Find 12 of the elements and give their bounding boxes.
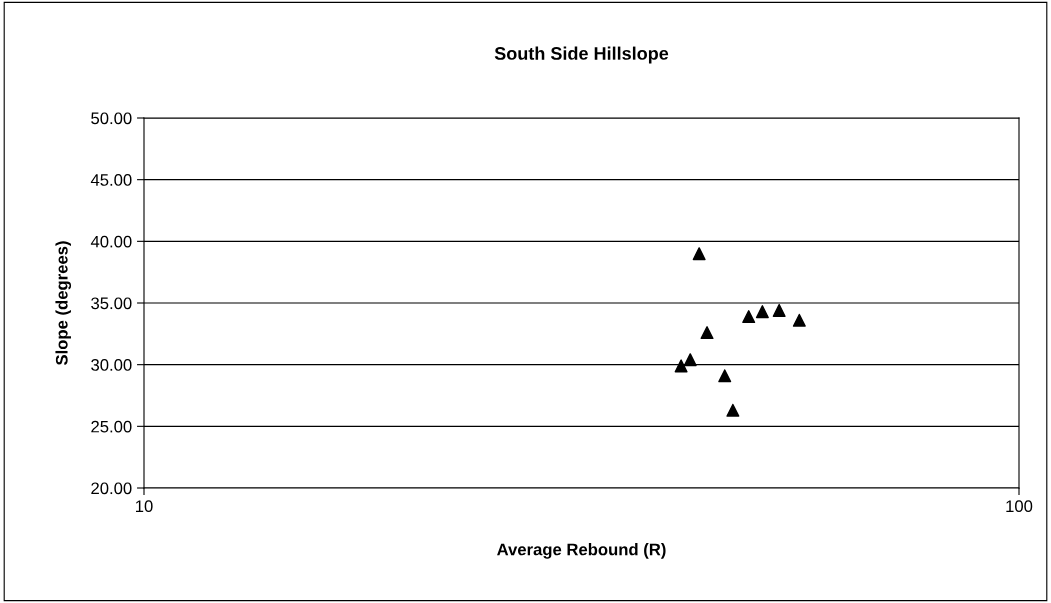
y-axis-title: Slope (degrees) [55, 241, 72, 366]
y-tick-label: 20.00 [91, 482, 132, 495]
y-tick-label: 45.00 [90, 174, 132, 186]
y-tick-label: 50.00 [91, 112, 132, 125]
x-tick-label: 100 [1006, 500, 1033, 513]
x-tick-label: 10 [136, 500, 153, 513]
y-tick-label: 30.00 [91, 359, 132, 371]
chart-title: South Side Hillslope [494, 46, 669, 64]
y-tick-label: 40.00 [90, 235, 132, 248]
y-tick-label: 25.00 [91, 420, 132, 433]
y-tick-label: 35.00 [91, 297, 132, 310]
x-axis-title: Average Rebound (R) [497, 543, 666, 559]
